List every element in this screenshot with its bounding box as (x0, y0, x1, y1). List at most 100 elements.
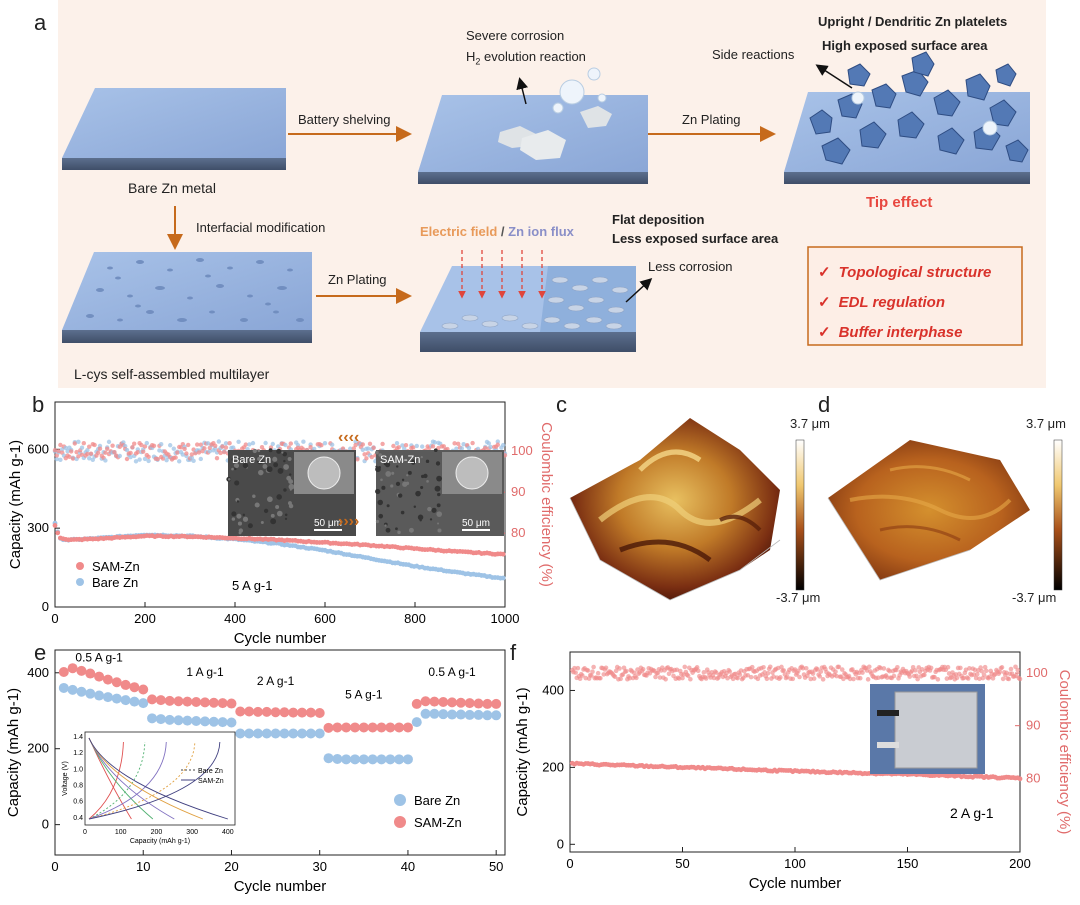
data-point-ce (764, 676, 770, 682)
data-point-bare (200, 716, 210, 727)
data-point-ce (585, 668, 591, 673)
data-point-bare-ce (400, 443, 405, 448)
data-point-ce (909, 668, 915, 674)
sem-texture (381, 485, 386, 490)
data-point-bare-ce (353, 439, 358, 444)
data-point-bare-ce (501, 442, 506, 448)
data-point-ce (997, 669, 1003, 675)
data-point-sam-ce (396, 445, 401, 450)
sem-texture (288, 483, 295, 490)
data-point-sam-ce (214, 455, 220, 461)
sem-texture (270, 518, 277, 525)
data-point-sam (200, 697, 210, 708)
data-point-ce (784, 674, 790, 680)
data-point-bare-ce (360, 447, 365, 452)
data-point-ce (808, 676, 814, 682)
data-point-bare (332, 753, 343, 764)
data-point-ce (755, 676, 761, 682)
data-point-bare (270, 728, 281, 739)
data-point-ce (891, 673, 897, 679)
severe-corrosion-label: Severe corrosion (466, 28, 565, 43)
data-point-sam-ce (470, 440, 475, 446)
data-point-bare-ce (117, 453, 123, 459)
data-point-sam-ce (69, 449, 74, 454)
data-point-ce (884, 675, 890, 680)
data-point-bare (147, 713, 158, 724)
sem-texture (377, 499, 383, 506)
sem-texture (435, 461, 441, 466)
data-point-ce (847, 676, 853, 682)
data-point-ce (818, 669, 824, 674)
y-tick-label: 400 (27, 665, 49, 680)
data-point-sam (129, 682, 140, 693)
legend-label-sam: SAM-Zn (92, 559, 140, 574)
data-point-sam-ce (411, 445, 416, 450)
x-tick-label: 30 (312, 859, 326, 874)
inset-x-tick: 400 (222, 829, 234, 836)
sem-texture (283, 488, 287, 492)
sem-texture (277, 468, 284, 474)
inset-charge-curve (88, 741, 196, 820)
data-point-ce (595, 670, 601, 676)
sem-texture (386, 504, 390, 508)
x-tick-label: 50 (675, 856, 689, 871)
coin-disc (455, 456, 489, 490)
x-tick-label: 0 (51, 611, 58, 626)
rate-annotation: 2 A g-1 (950, 805, 994, 821)
sem-texture (385, 527, 391, 533)
data-point-sam (464, 698, 475, 709)
afm-d-top: 3.7 μm (1026, 416, 1067, 431)
sem-texture (420, 486, 424, 490)
sem-texture (429, 518, 433, 521)
sem-texture (417, 514, 424, 521)
sem-texture (288, 503, 294, 509)
data-point-ce (978, 665, 983, 670)
sem-texture (427, 506, 432, 512)
inset-y-tick: 1.2 (73, 750, 83, 757)
data-point-bare (129, 696, 140, 707)
data-point-bare-ce (223, 441, 229, 446)
data-point-sam-ce (173, 455, 178, 460)
sem-texture (287, 457, 292, 461)
data-point-ce (961, 675, 967, 681)
data-point-bare (358, 754, 369, 765)
x-tick-label: 10 (136, 859, 150, 874)
y-tick-label: 300 (27, 520, 49, 535)
panel-label-d: d (818, 392, 831, 417)
y2-tick-label: 80 (1026, 770, 1040, 785)
data-point-sam-ce (213, 443, 218, 448)
data-point-bare-ce (65, 449, 70, 454)
data-point-bare (394, 754, 405, 765)
corroded-zn-slab (418, 67, 648, 184)
data-point-bare-ce (205, 441, 211, 446)
data-point-ce (591, 664, 596, 670)
data-point-bare-ce (142, 456, 148, 462)
data-point-bare (191, 715, 202, 726)
x-tick-label: 400 (224, 611, 246, 626)
data-point-sam-ce (436, 445, 441, 451)
sem-texture (395, 527, 398, 531)
data-point-ce (701, 670, 707, 675)
data-point-bare-ce (146, 458, 151, 464)
data-point-bare-ce (459, 446, 464, 451)
data-point-bare (367, 754, 378, 765)
x-tick-label: 20 (224, 859, 238, 874)
data-point-bare-ce (191, 458, 196, 464)
inset-frame (84, 731, 236, 826)
x-tick-label: 0 (51, 859, 58, 874)
sem-texture (262, 464, 268, 469)
data-point-ce (971, 672, 977, 677)
sem-texture (257, 449, 261, 453)
rate-label: 5 A g-1 (345, 688, 383, 702)
left-chevrons: ‹‹‹‹ (338, 429, 359, 446)
data-point-ce (577, 676, 583, 682)
data-point-sam-ce (58, 442, 63, 448)
data-point-bare (429, 708, 440, 719)
sem-texture (437, 492, 441, 497)
lcys-label: L-cys self-assembled multilayer (74, 366, 270, 382)
data-point-bare (350, 754, 360, 765)
inset-discharge-curve (88, 737, 228, 820)
sem-texture (270, 513, 275, 518)
data-point-bare (67, 684, 78, 695)
legend-label-bare: Bare Zn (414, 793, 460, 808)
